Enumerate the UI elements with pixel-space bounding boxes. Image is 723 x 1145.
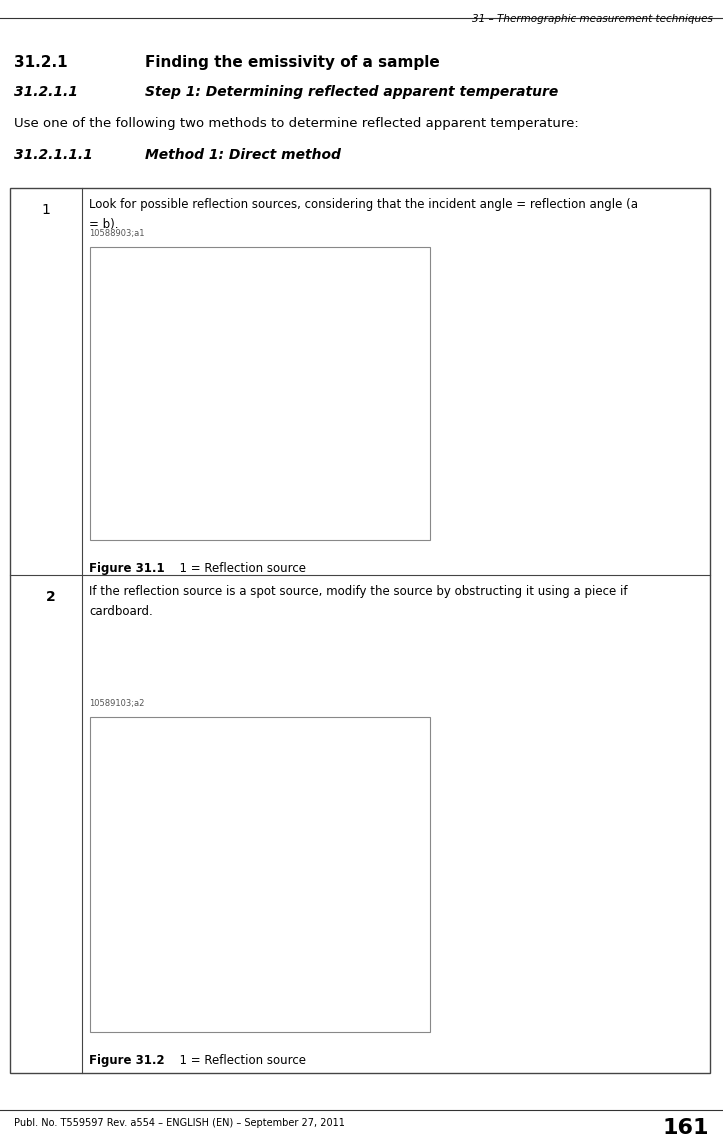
- Text: 10588903;a1: 10588903;a1: [89, 229, 145, 238]
- Text: 2: 2: [46, 590, 56, 605]
- Text: 1 = Reflection source: 1 = Reflection source: [172, 1055, 307, 1067]
- Text: = b).: = b).: [89, 218, 119, 231]
- Bar: [90, 717, 430, 1032]
- Text: cardboard.: cardboard.: [89, 605, 153, 618]
- Text: Figure 31.2: Figure 31.2: [89, 1055, 165, 1067]
- Text: Look for possible reflection sources, considering that the incident angle = refl: Look for possible reflection sources, co…: [89, 198, 638, 211]
- Text: 31.2.1.1: 31.2.1.1: [14, 85, 78, 98]
- Text: 1: 1: [41, 203, 51, 218]
- Text: Method 1: Direct method: Method 1: Direct method: [145, 148, 341, 161]
- Text: If the reflection source is a spot source, modify the source by obstructing it u: If the reflection source is a spot sourc…: [89, 585, 628, 598]
- Text: 31.2.1: 31.2.1: [14, 55, 68, 70]
- Text: 31 – Thermographic measurement techniques: 31 – Thermographic measurement technique…: [472, 14, 713, 24]
- Text: 31.2.1.1.1: 31.2.1.1.1: [14, 148, 93, 161]
- Text: 10589103;a2: 10589103;a2: [89, 698, 145, 708]
- Text: Figure 31.1: Figure 31.1: [89, 562, 165, 575]
- Text: 161: 161: [662, 1118, 709, 1138]
- Bar: [10, 188, 710, 1073]
- Text: 1 = Reflection source: 1 = Reflection source: [172, 562, 307, 575]
- Text: Publ. No. T559597 Rev. a554 – ENGLISH (EN) – September 27, 2011: Publ. No. T559597 Rev. a554 – ENGLISH (E…: [14, 1118, 345, 1128]
- Text: Use one of the following two methods to determine reflected apparent temperature: Use one of the following two methods to …: [14, 117, 578, 131]
- Text: Finding the emissivity of a sample: Finding the emissivity of a sample: [145, 55, 440, 70]
- Text: Step 1: Determining reflected apparent temperature: Step 1: Determining reflected apparent t…: [145, 85, 558, 98]
- Bar: [90, 247, 430, 540]
